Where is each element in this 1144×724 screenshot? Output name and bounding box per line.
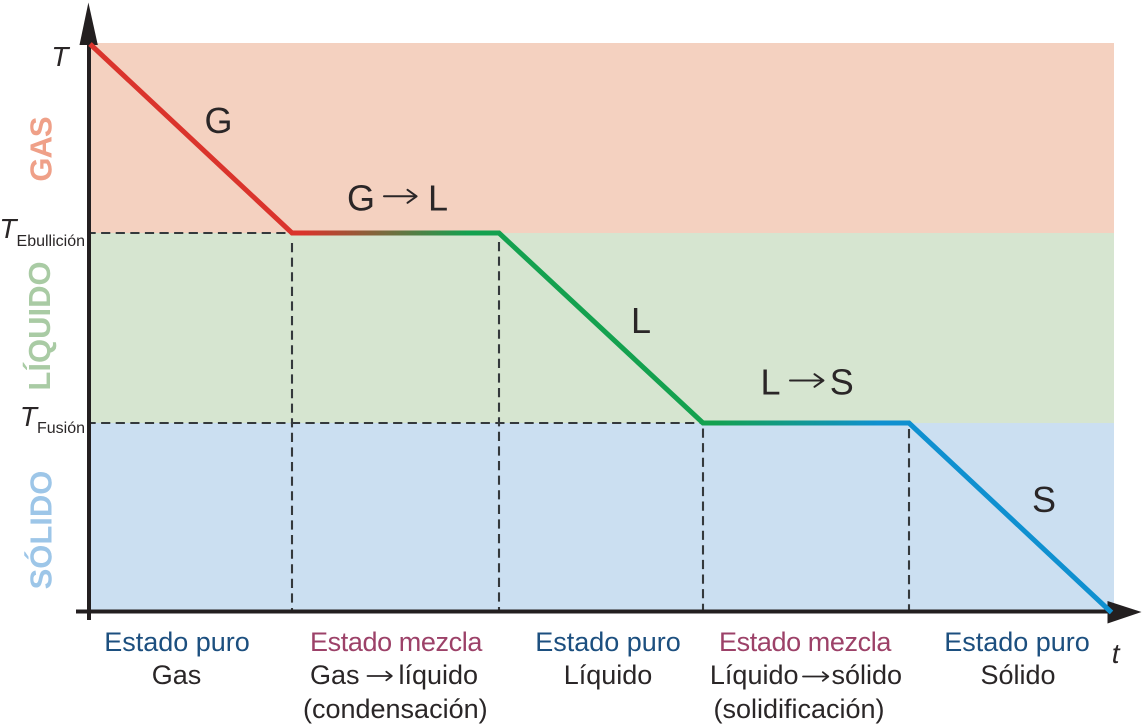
svg-text:Gas: Gas (310, 660, 360, 690)
svg-text:T: T (51, 41, 70, 72)
svg-text:Estado mezcla: Estado mezcla (719, 627, 892, 657)
svg-text:G: G (204, 100, 232, 141)
svg-text:SÓLIDO: SÓLIDO (23, 471, 59, 590)
svg-text:LÍQUIDO: LÍQUIDO (22, 261, 57, 390)
svg-text:Sólido: Sólido (980, 660, 1055, 690)
svg-text:Líquido: Líquido (710, 660, 799, 690)
svg-text:TEbullición: TEbullición (0, 213, 85, 250)
svg-text:TFusión: TFusión (20, 401, 85, 437)
svg-text:GAS: GAS (24, 117, 59, 182)
svg-text:Estado puro: Estado puro (535, 627, 681, 657)
svg-text:Gas: Gas (152, 660, 202, 690)
svg-text:S: S (830, 362, 854, 403)
svg-text:L: L (428, 178, 448, 219)
svg-text:Estado puro: Estado puro (104, 627, 250, 657)
svg-text:sólido: sólido (832, 660, 903, 690)
svg-text:Estado mezcla: Estado mezcla (310, 627, 483, 657)
svg-text:Líquido: Líquido (564, 660, 653, 690)
svg-text:(solidificación): (solidificación) (713, 694, 884, 724)
svg-text:S: S (1032, 479, 1056, 520)
svg-text:líquido: líquido (399, 660, 479, 690)
svg-text:(condensación): (condensación) (303, 694, 488, 724)
svg-text:G: G (347, 178, 375, 219)
svg-text:L: L (760, 362, 780, 403)
svg-text:L: L (631, 300, 651, 341)
svg-text:Estado puro: Estado puro (944, 627, 1090, 657)
svg-text:t: t (1112, 638, 1121, 669)
